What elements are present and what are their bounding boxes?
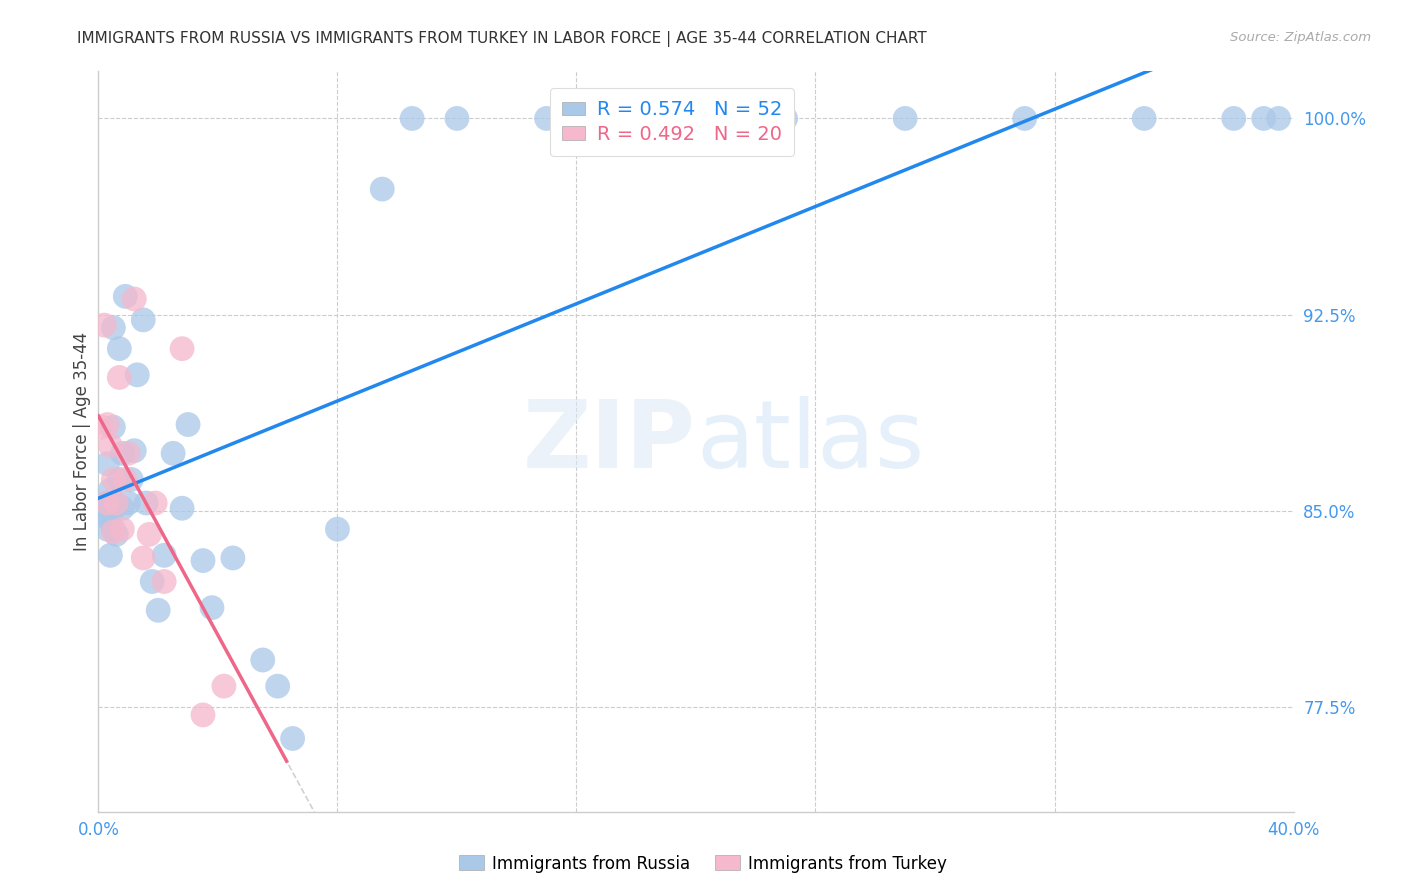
Point	[117, 446, 139, 460]
Point	[1223, 112, 1246, 126]
Point	[222, 551, 245, 566]
Point	[141, 574, 163, 589]
Point	[267, 679, 290, 693]
Point	[326, 522, 349, 536]
Point	[108, 370, 131, 384]
Legend: Immigrants from Russia, Immigrants from Turkey: Immigrants from Russia, Immigrants from …	[451, 848, 955, 880]
Point	[105, 527, 128, 541]
Point	[172, 342, 194, 356]
Point	[103, 473, 125, 487]
Point	[172, 501, 194, 516]
Point	[93, 499, 115, 513]
Point	[536, 112, 558, 126]
Point	[98, 501, 122, 516]
Point	[96, 457, 118, 471]
Point	[114, 289, 136, 303]
Point	[1267, 112, 1289, 126]
Point	[1253, 112, 1275, 126]
Point	[103, 420, 125, 434]
Point	[153, 549, 176, 563]
Text: ZIP: ZIP	[523, 395, 696, 488]
Text: Source: ZipAtlas.com: Source: ZipAtlas.com	[1230, 31, 1371, 45]
Point	[111, 501, 134, 516]
Point	[120, 473, 142, 487]
Point	[103, 501, 125, 516]
Point	[153, 574, 176, 589]
Point	[111, 522, 134, 536]
Point	[201, 600, 224, 615]
Point	[103, 522, 125, 536]
Point	[148, 603, 170, 617]
Point	[124, 292, 146, 306]
Point	[138, 527, 160, 541]
Point	[111, 446, 134, 460]
Point	[103, 524, 125, 539]
Point	[1014, 112, 1036, 126]
Point	[162, 446, 184, 460]
Point	[98, 483, 122, 497]
Point	[108, 473, 131, 487]
Point	[1133, 112, 1156, 126]
Point	[191, 707, 214, 722]
Point	[894, 112, 917, 126]
Point	[127, 368, 149, 382]
Point	[191, 553, 214, 567]
Point	[135, 496, 157, 510]
Point	[90, 420, 112, 434]
Point	[98, 438, 122, 452]
Point	[96, 496, 118, 510]
Point	[93, 318, 115, 332]
Point	[105, 496, 128, 510]
Point	[105, 499, 128, 513]
Point	[103, 320, 125, 334]
Point	[96, 417, 118, 432]
Point	[177, 417, 200, 432]
Point	[685, 112, 707, 126]
Point	[114, 473, 136, 487]
Point	[90, 504, 112, 518]
Point	[143, 496, 166, 510]
Point	[281, 731, 304, 746]
Point	[132, 551, 155, 566]
Point	[775, 112, 797, 126]
Point	[108, 342, 131, 356]
Point	[252, 653, 274, 667]
Point	[124, 443, 146, 458]
Point	[401, 112, 423, 126]
Point	[212, 679, 235, 693]
Point	[96, 496, 118, 510]
Point	[132, 313, 155, 327]
Y-axis label: In Labor Force | Age 35-44: In Labor Force | Age 35-44	[73, 332, 91, 551]
Point	[93, 509, 115, 524]
Text: IMMIGRANTS FROM RUSSIA VS IMMIGRANTS FROM TURKEY IN LABOR FORCE | AGE 35-44 CORR: IMMIGRANTS FROM RUSSIA VS IMMIGRANTS FRO…	[77, 31, 927, 47]
Point	[595, 112, 617, 126]
Text: atlas: atlas	[696, 395, 924, 488]
Legend: R = 0.574   N = 52, R = 0.492   N = 20: R = 0.574 N = 52, R = 0.492 N = 20	[550, 88, 794, 155]
Point	[98, 549, 122, 563]
Point	[371, 182, 394, 196]
Point	[96, 522, 118, 536]
Point	[117, 496, 139, 510]
Point	[446, 112, 468, 126]
